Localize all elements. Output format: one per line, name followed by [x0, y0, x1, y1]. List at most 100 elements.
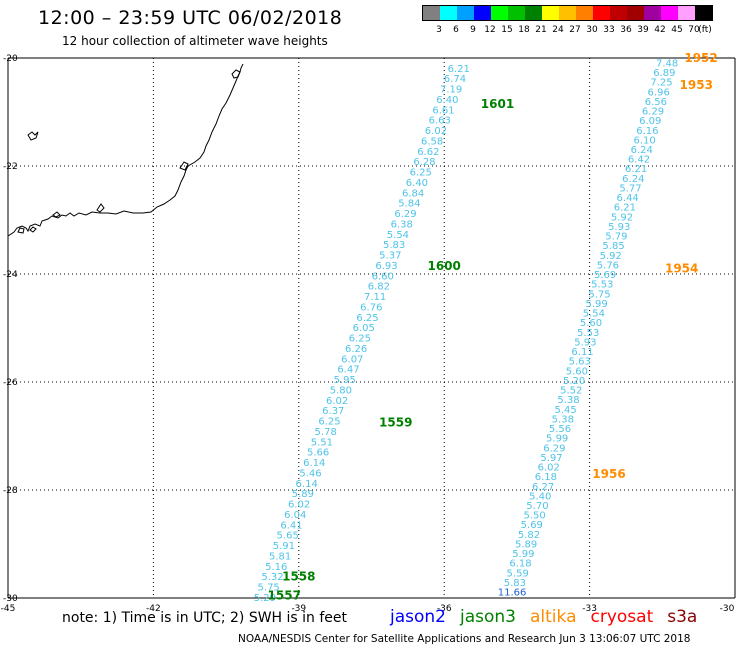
- jason3-track: 5.295.755.325.165.815.915.656.416.046.02…: [254, 64, 514, 604]
- swh-value: 5.99: [546, 434, 568, 445]
- swh-value: 6.26: [345, 344, 367, 355]
- swh-value: 6.40: [406, 178, 428, 189]
- legend-swatch: [661, 6, 678, 20]
- legend-swatch: [644, 6, 661, 20]
- legend-label: 30: [586, 25, 598, 35]
- time-label: 1953: [680, 78, 713, 92]
- swh-value: 5.92: [611, 212, 633, 223]
- legend-swatch: [440, 6, 457, 20]
- swh-value: 5.56: [549, 424, 571, 435]
- altimeter-tracks: 5.295.755.325.165.815.915.656.416.046.02…: [254, 51, 718, 604]
- swh-value: 6.04: [284, 510, 306, 521]
- legend-swatch: [627, 6, 644, 20]
- time-label: 1558: [282, 569, 315, 583]
- swh-value: 5.93: [608, 222, 630, 233]
- swh-value: 5.85: [602, 241, 624, 252]
- swh-value: 6.02: [425, 126, 447, 137]
- swh-value: 5.16: [265, 562, 287, 573]
- lat-tick-label: -30: [3, 594, 18, 604]
- swh-value: 6.29: [394, 209, 416, 220]
- swh-value: 5.65: [277, 531, 299, 542]
- swh-value: 5.93: [574, 337, 596, 348]
- swh-value: 5.32: [261, 572, 283, 583]
- swh-value: 5.78: [315, 427, 337, 438]
- legend-swatch: [678, 6, 695, 20]
- legend-label: 33: [603, 25, 615, 35]
- swh-value: 6.44: [617, 193, 639, 204]
- swh-value: 6.05: [353, 323, 375, 334]
- satellite-jason3: jason3: [460, 607, 516, 627]
- swh-value: 6.62: [417, 147, 439, 158]
- legend-label: 42: [654, 25, 666, 35]
- coastline-inlet: [231, 69, 241, 79]
- swh-value: 5.99: [586, 299, 608, 310]
- swh-value: 5.38: [552, 414, 574, 425]
- legend-swatch: [695, 6, 712, 20]
- swh-value: 5.60: [580, 318, 602, 329]
- swh-value: 6.93: [375, 261, 397, 272]
- swh-value: 5.80: [330, 385, 352, 396]
- swh-value: 5.53: [577, 328, 599, 339]
- swh-value: 6.02: [288, 500, 310, 511]
- legend-swatch: [576, 6, 593, 20]
- swh-value: 5.63: [569, 357, 591, 368]
- swh-value: 6.28: [413, 157, 435, 168]
- time-label: 1601: [481, 97, 514, 111]
- color-legend: 3 6 9 12 15 18 21 24 27 30 33 36 39 42 45 70 (ft): [422, 5, 713, 35]
- lat-tick-label: -20: [3, 54, 18, 64]
- legend-swatch: [474, 6, 491, 20]
- legend-label: 45: [671, 25, 683, 35]
- swh-value: 5.69: [594, 270, 616, 281]
- lon-tick-label: -36: [437, 604, 452, 614]
- swh-value: 5.82: [518, 530, 540, 541]
- swh-value: 5.38: [557, 395, 579, 406]
- swh-value: 5.83: [383, 240, 405, 251]
- swh-value: 5.45: [554, 405, 576, 416]
- swh-value: 5.77: [619, 183, 641, 194]
- swh-value: 6.24: [622, 174, 644, 185]
- swh-value: 5.40: [529, 491, 551, 502]
- swh-value: 6.60: [372, 271, 394, 282]
- swh-value: 5.99: [512, 549, 534, 560]
- swh-value: 5.53: [591, 280, 613, 291]
- swh-value: 6.25: [410, 168, 432, 179]
- legend-swatch: [457, 6, 474, 20]
- swh-value: 5.52: [560, 386, 582, 397]
- legend-unit: (ft): [698, 25, 712, 35]
- swh-value: 6.41: [280, 520, 302, 531]
- legend-labels: 3 6 9 12 15 18 21 24 27 30 33 36 39 42 45 70 (ft): [422, 25, 740, 37]
- swh-value: 6.11: [571, 347, 593, 358]
- altika-track: 11.665.835.596.185.995.895.825.695.505.7…: [498, 51, 718, 599]
- swh-value: 5.81: [269, 551, 291, 562]
- swh-value: 6.09: [639, 116, 661, 127]
- page-subtitle: 12 hour collection of altimeter wave hei…: [62, 34, 328, 48]
- swh-value: 6.16: [636, 126, 658, 137]
- time-label: 1600: [427, 259, 460, 273]
- footer-note: note: 1) Time is in UTC; 2) SWH is in fe…: [62, 610, 348, 626]
- satellite-cryosat: cryosat: [590, 607, 654, 627]
- lat-tick-label: -26: [3, 378, 18, 388]
- satellite-s3a: s3a: [667, 607, 698, 627]
- lon-tick-label: -39: [291, 604, 306, 614]
- swh-value: 6.89: [653, 68, 675, 79]
- swh-value: 5.66: [307, 448, 329, 459]
- satellite-altika: altika: [530, 607, 577, 627]
- swh-value: 5.83: [504, 578, 526, 589]
- lon-tick-label: -45: [1, 604, 16, 614]
- swh-value: 5.70: [526, 501, 548, 512]
- satellite-legend: jason2 jason3 altika cryosat s3a: [390, 607, 711, 627]
- swh-value: 5.50: [523, 511, 545, 522]
- time-label: 1559: [379, 416, 412, 430]
- swh-value: 6.38: [391, 219, 413, 230]
- swh-value: 6.21: [448, 64, 470, 75]
- coastline: [7, 63, 244, 237]
- legend-label: 9: [470, 25, 476, 35]
- legend-label: 36: [620, 25, 632, 35]
- legend-swatch: [508, 6, 525, 20]
- swh-value: 6.10: [633, 135, 655, 146]
- swh-value: 5.69: [521, 520, 543, 531]
- swh-value: 5.54: [583, 309, 605, 320]
- swh-value: 7.48: [656, 58, 678, 69]
- swh-value: 5.75: [258, 583, 280, 594]
